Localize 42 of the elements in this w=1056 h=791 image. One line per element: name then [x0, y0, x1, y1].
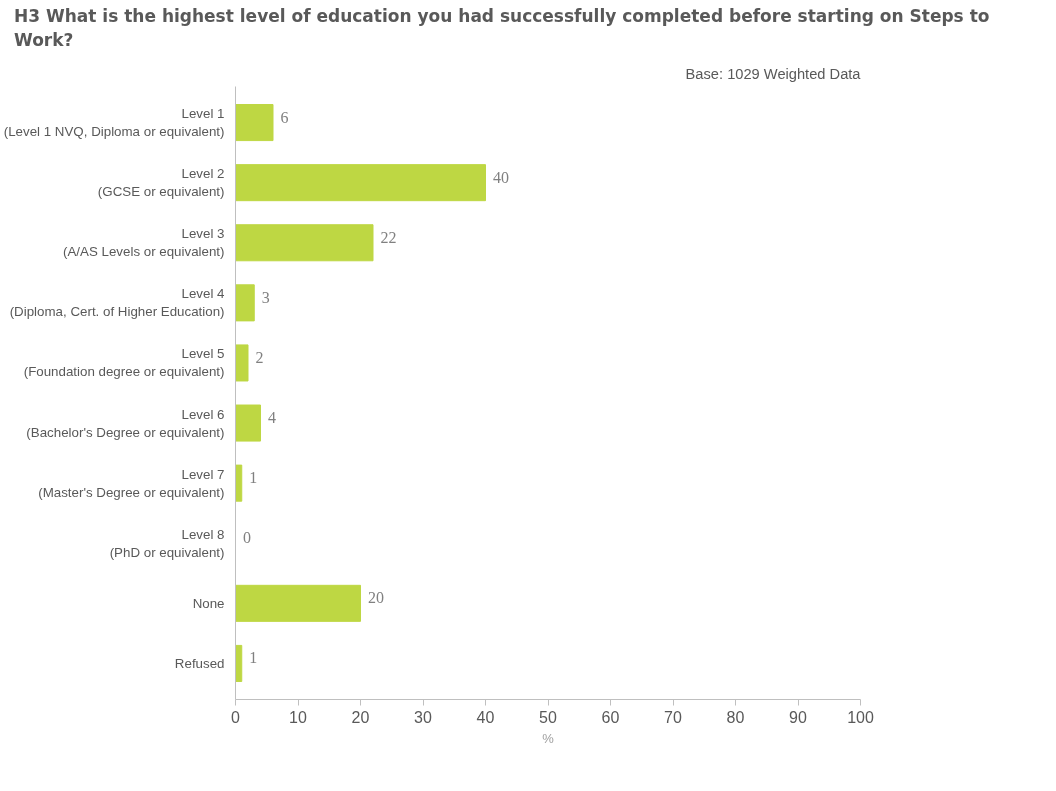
- x-tick-label: 100: [847, 708, 874, 726]
- y-tick-label: Level 6 (Bachelor's Degree or equivalent): [26, 406, 225, 440]
- y-tick-label: None: [192, 595, 225, 611]
- data-label: 2: [255, 348, 264, 366]
- x-tick-label: 10: [289, 708, 307, 726]
- x-tick-label: 90: [789, 708, 807, 726]
- data-label: 4: [268, 408, 276, 426]
- x-tick-label: 80: [726, 708, 745, 726]
- data-label: 20: [368, 588, 384, 606]
- y-tick-label: Level 4 (Diploma, Cert. of Higher Education): [9, 285, 226, 319]
- y-tick-label: Level 2 (GCSE or equivalent): [97, 165, 225, 199]
- bar: [235, 464, 243, 502]
- bar: [235, 103, 274, 141]
- x-tick-label: 50: [539, 708, 557, 726]
- bar: [235, 283, 255, 321]
- x-tick-label: 0: [231, 708, 241, 726]
- x-axis-title: %: [542, 730, 555, 746]
- data-label: 1: [249, 468, 258, 486]
- data-label: 0: [243, 528, 251, 546]
- y-tick-label: Refused: [174, 655, 225, 671]
- y-tick-label: Level 3 (A/AS Levels or equivalent): [63, 225, 225, 259]
- x-tick-label: 70: [664, 708, 682, 726]
- y-tick-label: Level 7 (Master's Degree or equivalent): [38, 466, 225, 500]
- x-tick-label: 30: [414, 708, 432, 726]
- bar: [235, 584, 361, 622]
- chart-subtitle: Base: 1029 Weighted Data: [685, 65, 862, 82]
- y-tick-label: Level 5 (Foundation degree or equivalent): [23, 346, 225, 380]
- chart-title: H3 What is the highest level of education you had successfully completed before starting on Steps to Work?: [14, 5, 991, 52]
- data-label: 40: [493, 168, 509, 186]
- y-tick-label: Level 1 (Level 1 NVQ, Diploma or equivalent): [3, 105, 225, 139]
- bar: [235, 163, 486, 201]
- data-label: 22: [380, 228, 397, 246]
- bar: [235, 404, 261, 442]
- y-tick-label: Level 8 (PhD or equivalent): [109, 526, 225, 560]
- x-tick-label: 20: [351, 708, 370, 726]
- x-tick-label: 60: [601, 708, 620, 726]
- bar: [235, 223, 374, 261]
- bar: [235, 344, 249, 382]
- data-label: 6: [280, 108, 289, 126]
- data-label: 1: [249, 649, 258, 667]
- data-label: 3: [261, 288, 270, 306]
- x-tick-label: 40: [476, 708, 495, 726]
